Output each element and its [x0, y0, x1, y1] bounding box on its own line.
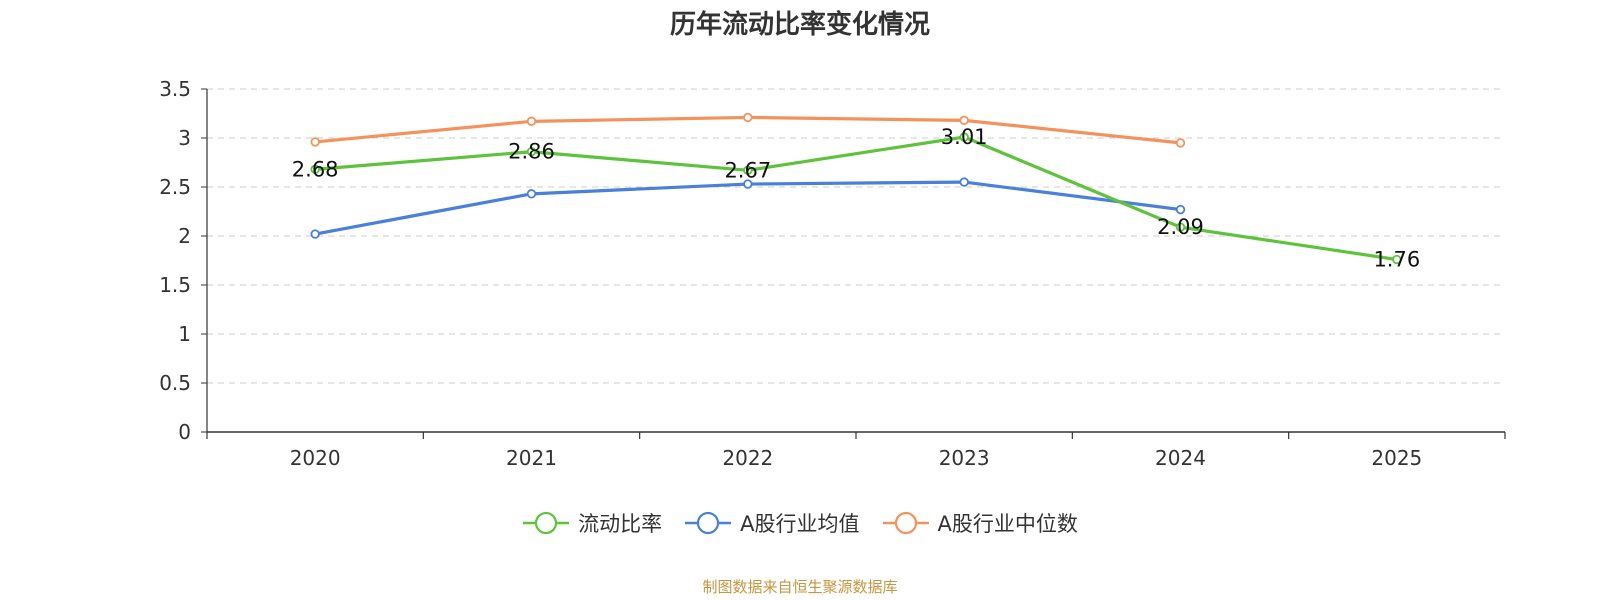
data-point [1175, 138, 1186, 148]
series-line [315, 135, 1398, 262]
data-label: 2.67 [724, 158, 771, 182]
y-tick-label: 3.5 [159, 77, 191, 101]
data-point [1392, 254, 1402, 265]
y-tick-label: 1 [178, 322, 191, 346]
data-label: 1.76 [1373, 248, 1420, 272]
legend-label: A股行业均值 [740, 512, 860, 536]
legend-item[interactable]: A股行业中位数 [882, 508, 1078, 538]
data-point [526, 147, 537, 157]
data-point [959, 132, 969, 142]
series-line [314, 180, 1181, 236]
x-tick-label: 2020 [290, 446, 341, 470]
legend-marker-icon [523, 511, 570, 535]
data-point [959, 177, 969, 187]
legend-marker-icon [685, 511, 732, 535]
y-tick-label: 2 [178, 224, 191, 248]
legend-item[interactable]: A股行业均值 [684, 508, 860, 538]
data-label: 2.86 [508, 140, 555, 164]
legend: 流动比率 A股行业均值 A股行业中位数 [0, 508, 1600, 538]
data-label: 2.09 [1157, 215, 1204, 239]
y-tick-label: 0 [178, 420, 191, 444]
data-point [310, 164, 320, 175]
data-point [526, 116, 537, 127]
data-point [1175, 222, 1186, 232]
data-point [743, 165, 753, 176]
legend-item[interactable]: 流动比率 [522, 508, 662, 538]
legend-label: 流动比率 [578, 512, 663, 536]
legend-marker-icon [882, 511, 929, 535]
y-tick-label: 0.5 [159, 371, 191, 395]
y-tick-label: 3 [178, 126, 191, 150]
data-point [310, 229, 320, 239]
x-tick-label: 2021 [506, 446, 557, 470]
legend-label: A股行业中位数 [937, 512, 1078, 536]
x-tick-label: 2025 [1371, 446, 1422, 470]
data-point [743, 179, 753, 189]
x-tick-label: 2024 [1155, 446, 1206, 470]
data-point [310, 137, 320, 147]
source-note: 制图数据来自恒生聚源数据库 [702, 578, 898, 596]
y-tick-label: 2.5 [159, 175, 191, 199]
y-tick-label: 1.5 [159, 273, 191, 297]
data-label: 3.01 [941, 125, 988, 149]
data-point [1175, 204, 1186, 215]
data-point [526, 189, 537, 199]
x-tick-label: 2023 [939, 446, 990, 470]
chart-title: 历年流动比率变化情况 [669, 10, 930, 40]
data-point [959, 115, 969, 126]
x-tick-label: 2022 [722, 446, 773, 470]
data-point [743, 112, 753, 123]
data-label: 2.68 [292, 157, 339, 181]
